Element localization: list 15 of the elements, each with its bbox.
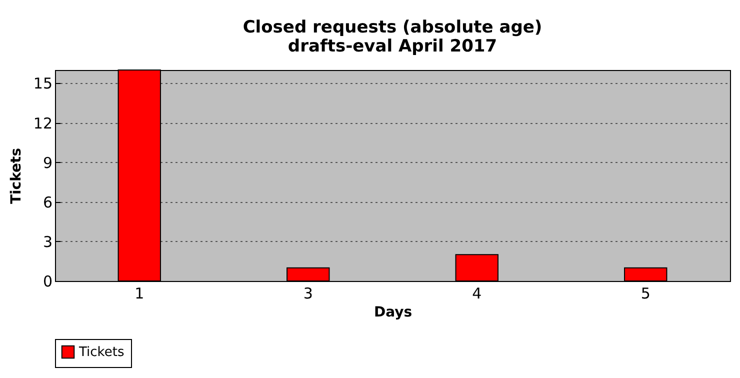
y-tick-label: 15 (33, 74, 52, 93)
y-tick-label: 9 (42, 154, 52, 172)
y-tick-label: 0 (42, 272, 52, 290)
x-tick-label: 1 (134, 284, 144, 302)
y-tick-label: 12 (33, 114, 52, 132)
x-tick-label: 3 (303, 284, 313, 302)
chart-title: Closed requests (absolute age) (242, 18, 542, 38)
x-tick-label: 4 (472, 284, 482, 302)
y-axis-title: Tickets (8, 148, 24, 204)
y-tick-label: 6 (42, 193, 52, 212)
x-tick-label: 5 (640, 284, 650, 302)
legend-label: Tickets (78, 345, 124, 360)
x-axis-title: Days (374, 304, 412, 320)
y-tick-label: 3 (42, 232, 52, 251)
chart-subtitle: drafts-eval April 2017 (288, 36, 498, 56)
